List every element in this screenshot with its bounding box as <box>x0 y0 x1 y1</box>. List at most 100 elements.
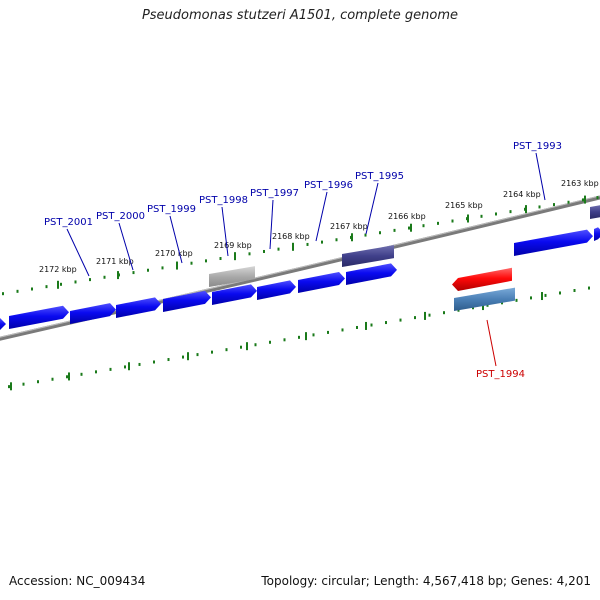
gene-arrow[interactable] <box>346 263 397 285</box>
gene-label[interactable]: PST_1995 <box>355 171 404 182</box>
gene-leader-line <box>118 222 134 271</box>
gene-label[interactable]: PST_1999 <box>147 204 196 215</box>
tick-dot <box>393 228 396 232</box>
tick-dot <box>341 328 344 332</box>
gene-arrow-selected[interactable] <box>452 267 512 291</box>
tick-dot <box>596 196 599 200</box>
tick-dot <box>263 249 265 253</box>
kbp-tick-label: 2163 kbp <box>561 179 599 188</box>
gene-label[interactable]: PST_1993 <box>513 141 562 152</box>
gene-leader-line <box>365 182 379 235</box>
tick-dot <box>538 205 541 209</box>
major-tick <box>365 321 367 330</box>
major-tick <box>424 311 426 320</box>
gene-arrow[interactable] <box>70 303 116 324</box>
tick-dot <box>196 353 199 357</box>
major-tick <box>128 362 130 371</box>
gene-arrow[interactable] <box>257 280 296 300</box>
gene-arrow[interactable] <box>116 297 161 318</box>
kbp-tick-label: 2165 kbp <box>445 201 483 210</box>
gene-label[interactable]: PST_1998 <box>199 195 248 206</box>
tick-dot <box>356 325 358 329</box>
major-tick <box>68 372 70 381</box>
gene-feature-steel[interactable] <box>454 287 515 311</box>
tick-dot <box>437 221 439 225</box>
kbp-tick-label: 2170 kbp <box>155 249 193 258</box>
gene-feature-purple[interactable] <box>590 205 600 219</box>
tick-dot <box>588 286 590 290</box>
tick-dot <box>298 335 300 339</box>
tick-dot <box>269 340 271 344</box>
tick-dot <box>182 355 184 359</box>
gene-label[interactable]: PST_1997 <box>250 188 299 199</box>
gene-arrow[interactable] <box>0 317 6 332</box>
tick-dot <box>225 348 228 352</box>
major-tick <box>246 342 248 351</box>
gene-arrow[interactable] <box>514 229 593 256</box>
tick-dot <box>190 261 193 265</box>
gene-arrow[interactable] <box>212 284 257 305</box>
major-tick <box>410 223 412 232</box>
tick-dot <box>22 382 25 386</box>
tick-dot <box>306 242 309 246</box>
tick-dot <box>16 289 19 293</box>
gene-leader-line <box>169 215 183 264</box>
kbp-tick-label: 2169 kbp <box>214 241 252 250</box>
gene-arrow[interactable] <box>594 227 600 241</box>
major-tick <box>541 292 543 301</box>
gene-arrow[interactable] <box>163 290 211 312</box>
gene-label[interactable]: PST_1996 <box>304 180 353 191</box>
tick-dot <box>132 271 135 275</box>
gene-label[interactable]: PST_2001 <box>44 217 93 228</box>
tick-dot <box>60 282 62 286</box>
kbp-tick-label: 2171 kbp <box>96 257 134 266</box>
gene-feature-gray[interactable] <box>209 266 255 287</box>
tick-dot <box>124 365 126 369</box>
tick-dot <box>515 298 518 302</box>
tick-dot <box>379 231 381 235</box>
tick-dot <box>138 362 141 366</box>
tick-dot <box>312 333 315 337</box>
tick-dot <box>205 259 207 263</box>
tick-dot <box>103 275 106 279</box>
tick-dot <box>254 343 257 347</box>
kbp-tick-label: 2164 kbp <box>503 190 541 199</box>
gene-leader-line <box>221 206 229 257</box>
major-tick <box>467 214 469 223</box>
gene-arrow[interactable] <box>9 305 69 329</box>
tick-dot <box>399 318 402 322</box>
kbp-tick-label: 2168 kbp <box>272 232 310 241</box>
tick-dot <box>385 321 387 325</box>
tick-dot <box>283 338 286 342</box>
tick-dot <box>414 316 416 320</box>
tick-dot <box>451 219 454 223</box>
tick-dot <box>544 293 547 297</box>
tick-dot <box>567 200 570 204</box>
gene-leader-line <box>535 152 546 201</box>
major-tick <box>305 332 307 341</box>
tick-dot <box>335 238 338 242</box>
gene-layer <box>0 205 600 332</box>
tick-dot <box>582 198 584 202</box>
tick-dot <box>167 358 170 362</box>
gene-arrow[interactable] <box>298 272 345 293</box>
gene-label[interactable]: PST_1994 <box>476 369 525 380</box>
tick-dot <box>37 380 39 384</box>
tick-dot <box>277 247 280 251</box>
tick-dot <box>51 377 54 381</box>
major-tick <box>351 233 353 242</box>
gene-feature-purple[interactable] <box>342 245 394 267</box>
tick-dot <box>45 285 48 289</box>
tick-dot <box>2 292 4 296</box>
tick-dot <box>95 370 97 374</box>
tick-dot <box>321 240 323 244</box>
tick-dot <box>248 252 251 256</box>
genome-summary-text: Topology: circular; Length: 4,567,418 bp… <box>261 574 591 588</box>
tick-dot <box>219 257 222 261</box>
tick-dot <box>211 350 213 354</box>
tick-dot <box>89 278 91 282</box>
gene-leader-line <box>486 319 497 367</box>
gene-label[interactable]: PST_2000 <box>96 211 145 222</box>
gene-leader-line <box>66 228 90 277</box>
